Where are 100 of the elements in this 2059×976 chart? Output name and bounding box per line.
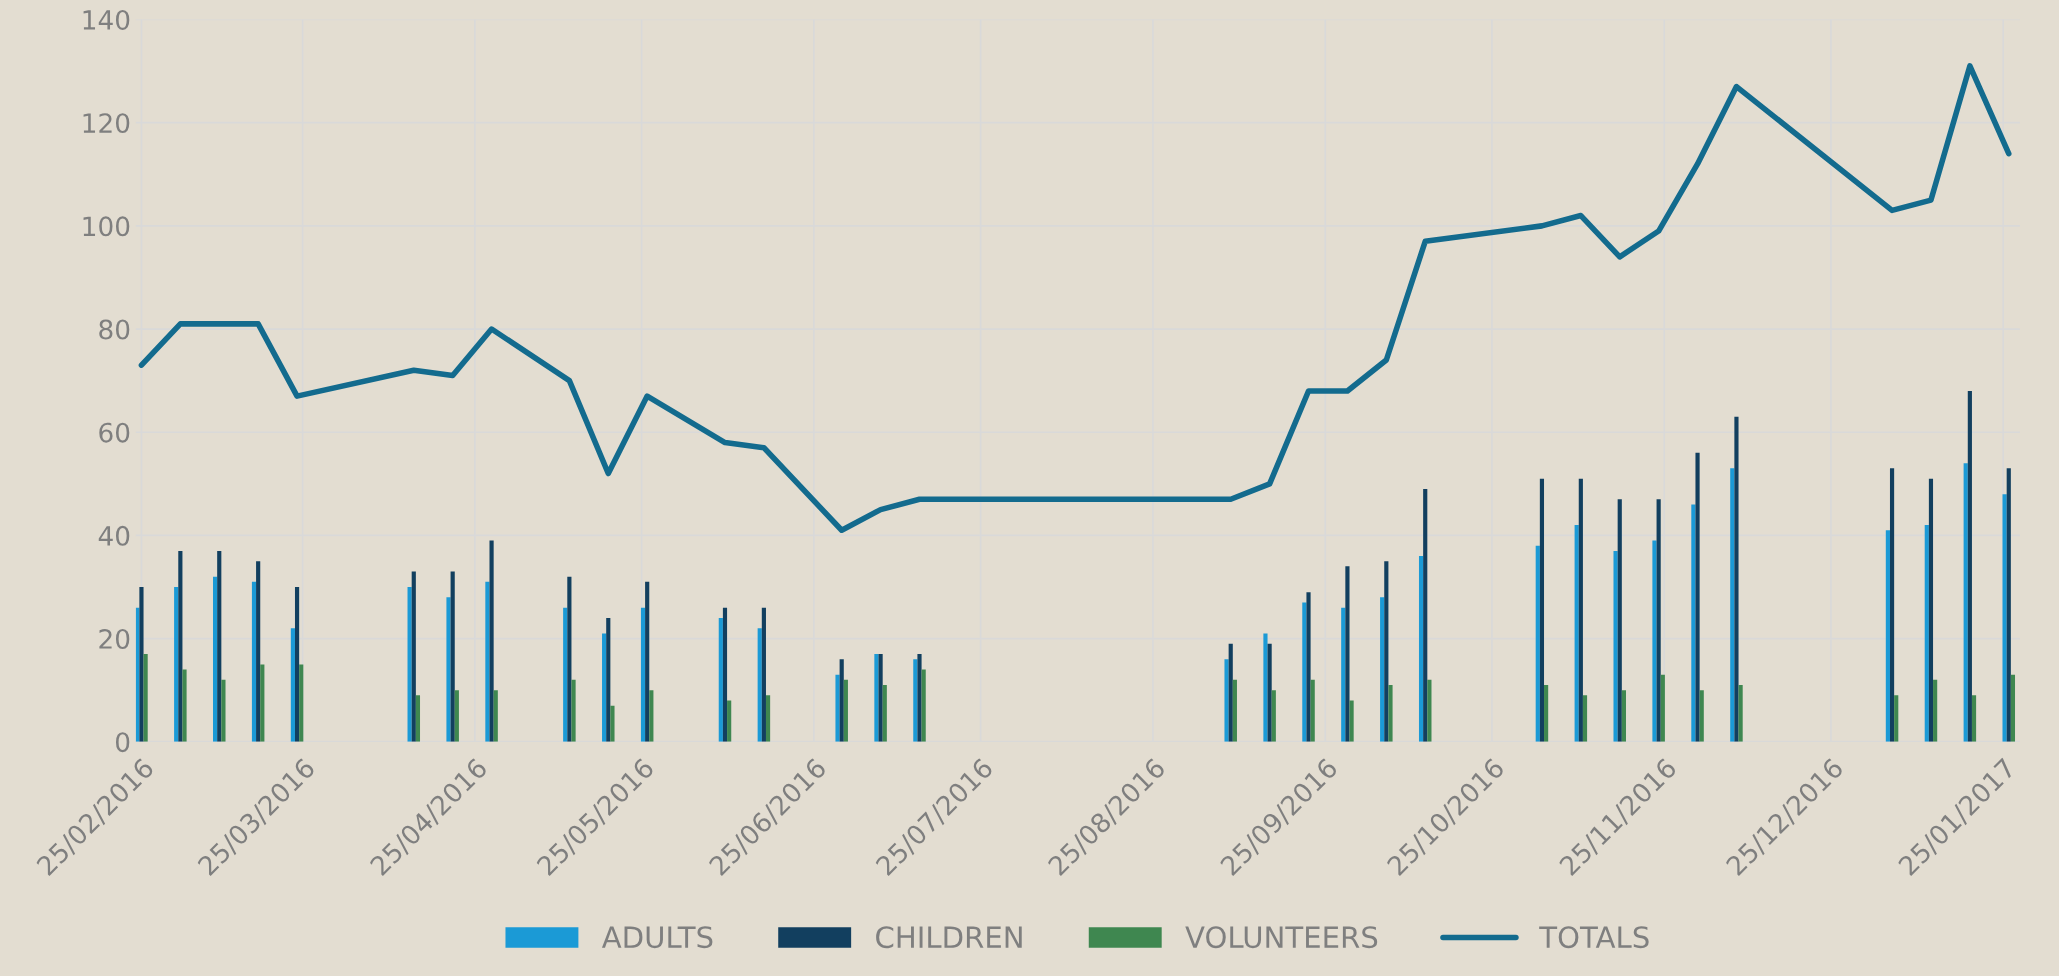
- bar: [415, 695, 421, 742]
- bar: [765, 695, 771, 742]
- bar: [2006, 468, 2011, 742]
- bar: [178, 550, 183, 742]
- bar: [1345, 566, 1350, 742]
- y-tick-label: 100: [83, 216, 130, 237]
- bar: [645, 581, 650, 742]
- bar: [1574, 525, 1579, 742]
- bar: [217, 550, 222, 742]
- bar: [411, 571, 416, 742]
- y-tick-label: 140: [83, 9, 130, 30]
- y-tick-label: 80: [99, 319, 130, 340]
- bar: [563, 607, 568, 742]
- y-tick-label: 20: [99, 629, 130, 649]
- bar: [649, 690, 654, 742]
- bar: [1263, 633, 1268, 742]
- bar: [139, 586, 144, 742]
- bar: [1380, 597, 1385, 742]
- bar: [446, 597, 451, 742]
- bar: [2010, 674, 2016, 742]
- bar: [260, 664, 265, 742]
- bar: [1418, 556, 1424, 742]
- bar: [1924, 525, 1929, 742]
- bar: [1267, 643, 1272, 742]
- bar: [878, 654, 883, 742]
- bar: [835, 674, 840, 742]
- bar: [485, 581, 490, 742]
- bar: [1578, 478, 1583, 742]
- bar: [843, 679, 848, 742]
- bar: [1384, 561, 1389, 742]
- bar: [567, 576, 572, 742]
- y-tick-label: 60: [99, 422, 130, 443]
- bar: [143, 654, 148, 742]
- bar: [1699, 690, 1704, 742]
- bar: [1224, 659, 1229, 742]
- bar: [450, 571, 455, 742]
- bar: [913, 659, 918, 742]
- bar: [640, 607, 646, 742]
- bar: [1535, 545, 1540, 742]
- bar: [299, 664, 304, 742]
- bar: [1341, 607, 1346, 742]
- y-tick-label: 40: [98, 525, 130, 546]
- bar: [874, 654, 879, 742]
- bar: [1232, 679, 1237, 742]
- bar: [718, 617, 723, 742]
- bar: [1310, 679, 1315, 742]
- bar: [1660, 674, 1665, 742]
- bar: [1302, 602, 1307, 742]
- bar: [213, 576, 218, 742]
- bar: [256, 561, 261, 742]
- bar: [1621, 690, 1626, 742]
- bar: [290, 628, 295, 742]
- bar: [761, 607, 766, 742]
- bar: [1695, 452, 1700, 742]
- bar: [1889, 468, 1895, 742]
- bar: [1885, 530, 1890, 742]
- bar: [2002, 494, 2007, 742]
- bar: [1228, 643, 1233, 742]
- bar: [1967, 390, 1972, 742]
- bar: [882, 685, 887, 742]
- bar: [1617, 499, 1622, 742]
- bar: [921, 669, 926, 742]
- bar: [1734, 416, 1739, 742]
- bar: [722, 607, 728, 742]
- bar: [757, 628, 762, 742]
- bar: [606, 617, 611, 742]
- bar: [1971, 695, 1977, 742]
- bar: [1652, 540, 1657, 742]
- bar: [1306, 592, 1311, 742]
- y-tick-label: 0: [115, 732, 130, 753]
- bar: [174, 586, 179, 742]
- bar: [1656, 499, 1661, 742]
- bar: [1539, 478, 1545, 742]
- bar: [571, 679, 576, 742]
- bar: [1730, 468, 1735, 742]
- bar: [839, 659, 844, 742]
- bar: [1928, 478, 1934, 742]
- bar: [407, 586, 412, 742]
- bar: [1691, 504, 1696, 742]
- bar: [1894, 695, 1899, 742]
- bar: [602, 633, 607, 742]
- bar: [1963, 463, 1968, 742]
- bar: [1933, 679, 1938, 742]
- bar: [1613, 550, 1618, 742]
- bar: [294, 586, 300, 742]
- bar: [1544, 685, 1549, 742]
- legend-label: ADULTS: [601, 926, 713, 949]
- legend-label: TOTALS: [1539, 926, 1649, 949]
- y-tick-label: 120: [83, 113, 130, 134]
- legend-label: CHILDREN: [876, 926, 1022, 949]
- bar: [221, 679, 226, 742]
- bar: [1349, 700, 1354, 742]
- bar: [1388, 685, 1393, 742]
- bar: [1738, 685, 1743, 742]
- bar: [454, 690, 459, 742]
- bar: [489, 540, 494, 742]
- bar: [251, 581, 257, 742]
- bar: [727, 700, 732, 742]
- bar: [182, 669, 187, 742]
- bar: [917, 654, 922, 742]
